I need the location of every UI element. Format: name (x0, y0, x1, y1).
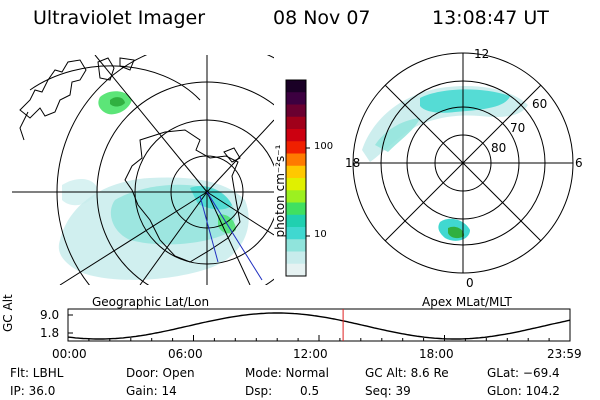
status-dsp-label: Dsp: (245, 384, 273, 398)
observation-time: 13:08:47 UT (432, 7, 549, 29)
coastlines (19, 57, 241, 263)
geographic-caption: Geographic Lat/Lon (92, 295, 210, 309)
colorbar-swatch (286, 129, 306, 142)
aurora-emission-mag (362, 85, 528, 241)
colorbar-frame (285, 79, 307, 277)
altitude-ytick-max: 9.0 (40, 308, 60, 322)
status-glat: GLat: −69.4 (487, 366, 560, 380)
colorbar-swatch (286, 178, 306, 191)
status-filter: Flt: LBHL (10, 366, 64, 380)
altitude-ylabel: GC Alt (1, 294, 15, 332)
mlt-spokes (353, 53, 573, 273)
colorbar-swatch (286, 214, 306, 228)
mlat-label-70: 70 (510, 121, 526, 135)
status-door: Door: Open (126, 366, 195, 380)
status-glon: GLon: 104.2 (487, 384, 560, 398)
longitude-grid (12, 55, 274, 285)
observation-date: 08 Nov 07 (273, 7, 371, 29)
colorbar-swatch (286, 104, 306, 118)
altitude-curve (67, 312, 571, 340)
colorbar-swatch (286, 190, 306, 203)
status-gain: Gain: 14 (126, 384, 177, 398)
altitude-xtick-2359: 23:59 (547, 347, 582, 361)
colorbar-tick-100: 100 (314, 141, 334, 152)
colorbar-swatch (286, 239, 306, 252)
mlat-label-60: 60 (532, 97, 548, 111)
instrument-title: Ultraviolet Imager (33, 7, 206, 29)
orbit-track (199, 191, 263, 281)
colorbar-swatch (286, 116, 306, 130)
magnetic-caption: Apex MLat/MLT (422, 295, 512, 309)
mlt-label-12: 12 (474, 47, 490, 61)
mlat-label-80: 80 (491, 141, 507, 155)
altitude-ytick-min: 1.8 (40, 326, 60, 340)
mlt-label-6: 6 (575, 156, 583, 170)
status-gc-alt: GC Alt: 8.6 Re (365, 366, 449, 380)
colorbar-swatch (286, 153, 306, 167)
colorbar-swatch (286, 92, 306, 105)
altitude-xtick-0600: 06:00 (168, 347, 203, 361)
status-dsp-value: 0.5 (300, 384, 320, 398)
mlt-label-18: 18 (345, 156, 361, 170)
colorbar-swatch (286, 227, 306, 240)
colorbar-swatch (286, 251, 306, 265)
terminator-arc (29, 65, 201, 101)
status-mode: Mode: Normal (245, 366, 329, 380)
status-ip: IP: 36.0 (10, 384, 56, 398)
colorbar-swatch (286, 263, 306, 277)
colorbar-swatch (286, 80, 306, 93)
colorbar-swatch (286, 165, 306, 179)
altitude-xtick-1200: 12:00 (293, 347, 328, 361)
altitude-xtick-1800: 18:00 (419, 347, 454, 361)
status-seq: Seq: 39 (365, 384, 411, 398)
mlt-label-0: 0 (466, 276, 474, 290)
colorbar-swatch (286, 141, 306, 154)
colorbar-tick-10: 10 (314, 229, 327, 240)
colorbar-swatch (286, 202, 306, 216)
aurora-emission-geo (58, 91, 249, 280)
altitude-xtick-0000: 00:00 (52, 347, 87, 361)
